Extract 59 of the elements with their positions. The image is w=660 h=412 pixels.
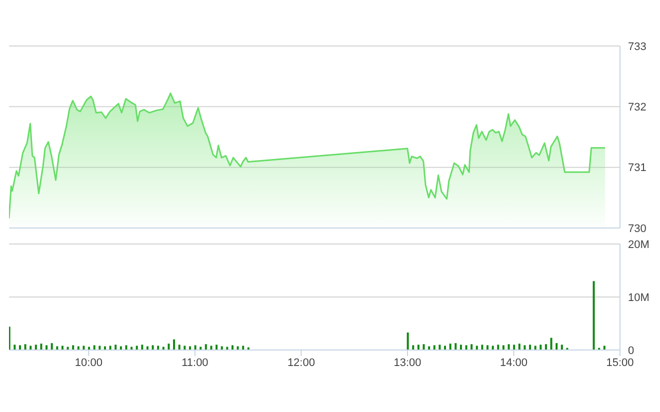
bar (470, 344, 473, 350)
bar (406, 332, 409, 350)
bar (14, 344, 16, 350)
bar (417, 344, 420, 350)
bar (550, 338, 552, 350)
bar (194, 345, 196, 350)
bar (524, 345, 526, 350)
bar (168, 344, 170, 350)
bar (481, 344, 484, 350)
bar (422, 344, 425, 350)
y-tick-label: 10M (628, 292, 650, 304)
bar (93, 345, 96, 350)
y-tick-label: 20M (628, 238, 650, 251)
bar (125, 345, 128, 350)
y-tick-label: 730 (628, 222, 646, 235)
bar (497, 344, 500, 350)
y-tick-label: 732 (628, 102, 646, 114)
x-tick-label: 11:00 (182, 356, 208, 369)
bar (114, 344, 117, 350)
bar (204, 344, 207, 350)
bar (412, 345, 414, 350)
bar (231, 345, 234, 350)
bar (529, 344, 532, 350)
x-tick-label: 10:00 (74, 356, 102, 369)
bar (513, 344, 516, 350)
bar (556, 343, 558, 350)
bar (433, 345, 436, 350)
bar (486, 345, 489, 350)
bar (152, 345, 154, 350)
x-tick-label: 14:00 (500, 356, 528, 369)
bar (40, 344, 42, 350)
x-tick-label: 13:00 (394, 356, 422, 369)
bar (449, 344, 452, 350)
bar (438, 344, 441, 350)
bar (502, 345, 504, 350)
bar (18, 345, 21, 350)
bar (24, 344, 26, 350)
bar (460, 344, 462, 350)
y-tick-label: 733 (628, 40, 646, 53)
bar (178, 344, 180, 350)
bar (540, 344, 542, 350)
bar (173, 339, 176, 350)
bar (592, 281, 595, 350)
bar (544, 344, 547, 350)
bar (46, 345, 48, 350)
y-tick-label: 731 (628, 162, 646, 174)
bar (454, 343, 457, 350)
bar (50, 343, 53, 350)
bar (518, 344, 520, 350)
y-tick-label: 0 (628, 344, 634, 357)
bar (560, 344, 563, 350)
bar (72, 345, 74, 350)
bar (141, 344, 144, 350)
bar (34, 344, 37, 350)
bar (216, 344, 218, 350)
x-tick-label: 12:00 (287, 356, 315, 369)
x-tick-label: 15:00 (606, 356, 634, 369)
bar (508, 344, 510, 350)
bar (465, 345, 468, 350)
